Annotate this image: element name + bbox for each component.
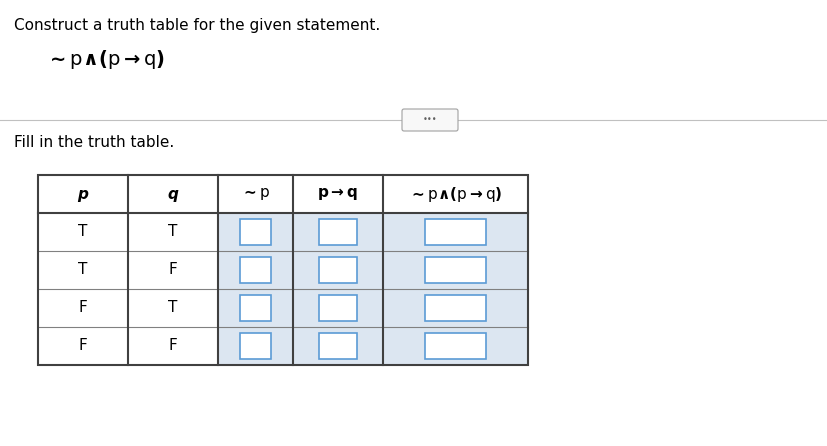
Bar <box>318 219 356 245</box>
Bar <box>318 333 356 359</box>
Bar <box>218 289 293 327</box>
Text: F: F <box>79 339 88 354</box>
Bar <box>240 295 271 321</box>
Bar <box>424 257 485 283</box>
Bar <box>240 219 271 245</box>
Bar <box>218 251 293 289</box>
Text: F: F <box>169 339 177 354</box>
Bar <box>240 333 271 359</box>
Bar <box>383 327 528 365</box>
Bar <box>424 295 485 321</box>
Bar <box>293 251 383 289</box>
Text: F: F <box>169 263 177 277</box>
Text: $\mathbf{\sim}$p$\mathbf{\wedge}$$\mathbf{(}$p$\mathbf{\rightarrow}$q$\mathbf{)}: $\mathbf{\sim}$p$\mathbf{\wedge}$$\mathb… <box>46 48 165 71</box>
Text: p$\mathbf{\rightarrow}$q: p$\mathbf{\rightarrow}$q <box>317 186 358 202</box>
Bar <box>318 295 356 321</box>
Text: T: T <box>79 224 88 240</box>
Text: $\mathbf{\sim}$p: $\mathbf{\sim}$p <box>241 186 270 202</box>
Text: T: T <box>168 224 178 240</box>
Text: T: T <box>79 263 88 277</box>
Bar <box>293 289 383 327</box>
Bar <box>218 213 293 251</box>
Bar <box>383 213 528 251</box>
Bar <box>383 251 528 289</box>
Bar <box>318 257 356 283</box>
Bar <box>424 219 485 245</box>
Text: $\mathbf{\sim}$p$\mathbf{\wedge}$$\mathbf{(}$p$\mathbf{\rightarrow}$q$\mathbf{)}: $\mathbf{\sim}$p$\mathbf{\wedge}$$\mathb… <box>409 185 502 203</box>
Bar <box>383 289 528 327</box>
Bar <box>293 213 383 251</box>
Text: T: T <box>168 301 178 315</box>
Bar <box>38 175 528 365</box>
Text: •••: ••• <box>422 116 437 124</box>
Bar <box>218 327 293 365</box>
Text: F: F <box>79 301 88 315</box>
Bar <box>293 327 383 365</box>
Bar <box>424 333 485 359</box>
Text: Fill in the truth table.: Fill in the truth table. <box>14 135 174 150</box>
FancyBboxPatch shape <box>402 109 457 131</box>
Text: q: q <box>167 186 179 202</box>
Text: Construct a truth table for the given statement.: Construct a truth table for the given st… <box>14 18 380 33</box>
Text: p: p <box>78 186 88 202</box>
Bar <box>240 257 271 283</box>
